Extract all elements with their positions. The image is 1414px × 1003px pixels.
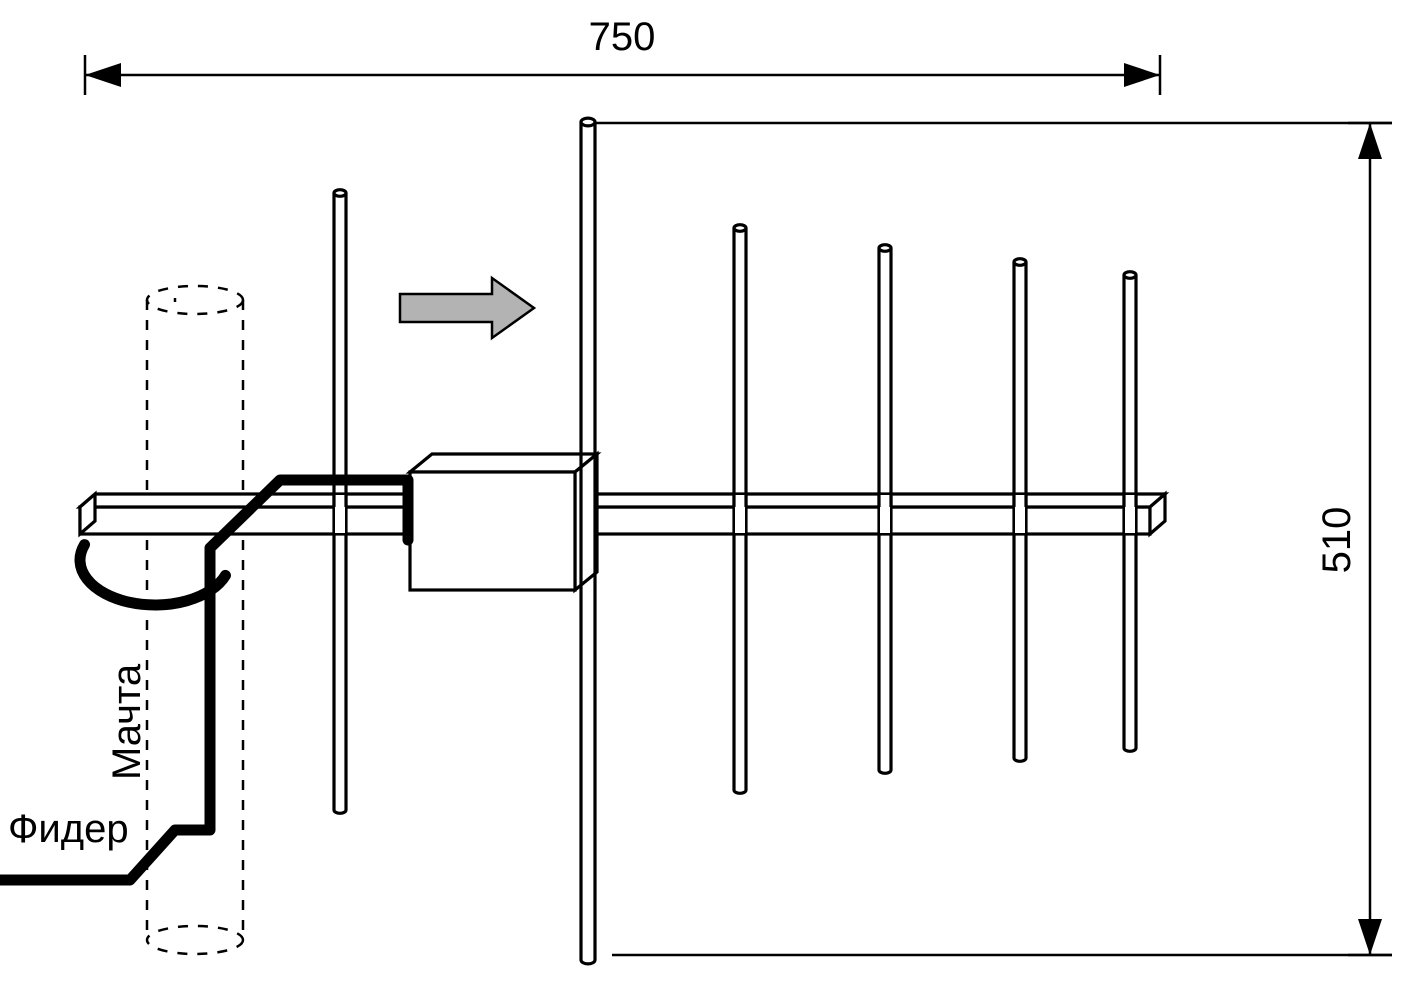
dim-top-value: 750 bbox=[589, 15, 656, 59]
mast-clamp bbox=[80, 545, 225, 605]
element-dir3 bbox=[1014, 259, 1026, 762]
dim-right-value: 510 bbox=[1315, 507, 1359, 574]
direction-arrow-icon bbox=[400, 278, 534, 338]
element-dir2 bbox=[879, 245, 891, 774]
mast-label: Мачта bbox=[105, 663, 149, 780]
mast bbox=[147, 286, 243, 954]
element-dir1 bbox=[734, 225, 746, 794]
feeder-label: Фидер bbox=[8, 807, 129, 851]
element-reflector bbox=[334, 190, 346, 814]
feed-box bbox=[410, 454, 597, 590]
element-dir4 bbox=[1124, 272, 1136, 752]
